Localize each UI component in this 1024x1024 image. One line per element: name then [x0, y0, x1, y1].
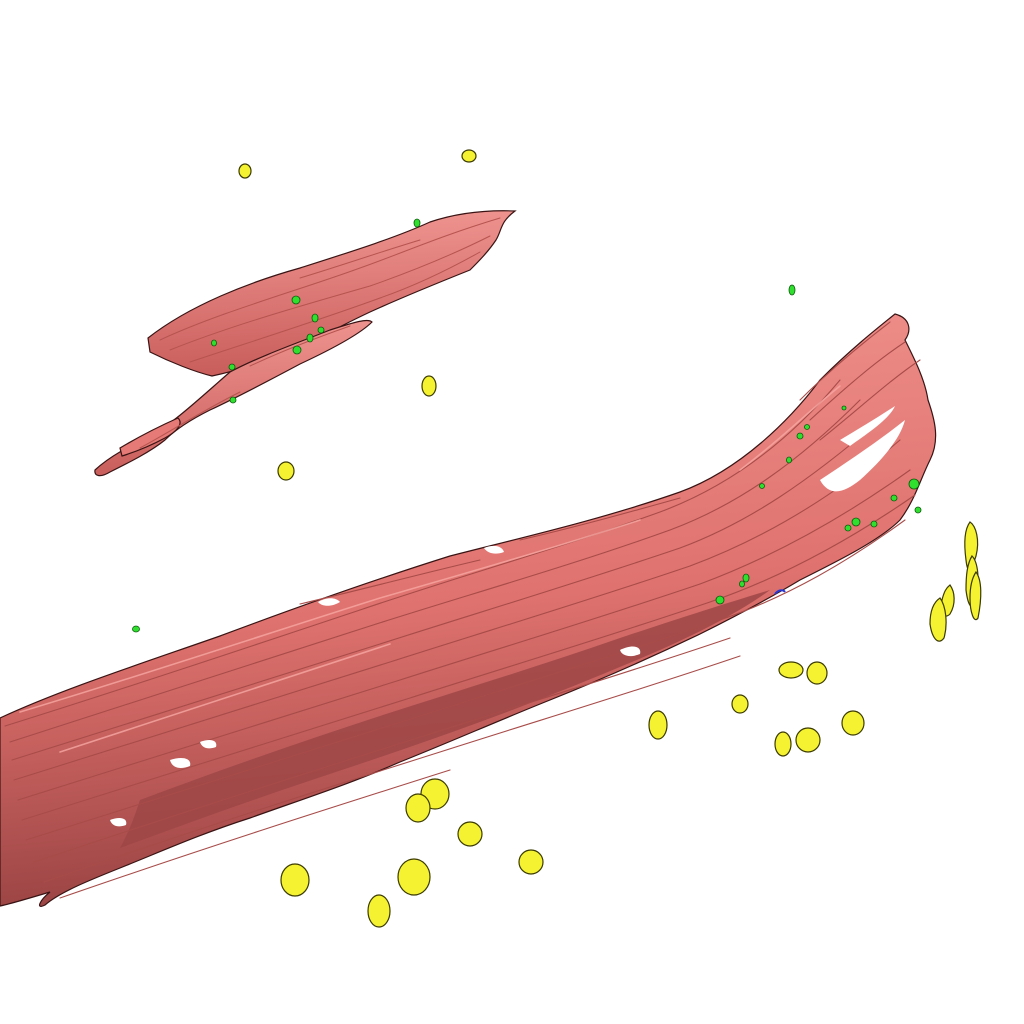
upper-fiber-bundle	[94, 210, 517, 477]
yellow-cells	[238, 149, 982, 928]
fiber-gaps	[110, 406, 905, 827]
main-fiber-bundle	[0, 313, 937, 907]
blue-marker	[774, 589, 786, 595]
green-markers	[132, 218, 922, 633]
